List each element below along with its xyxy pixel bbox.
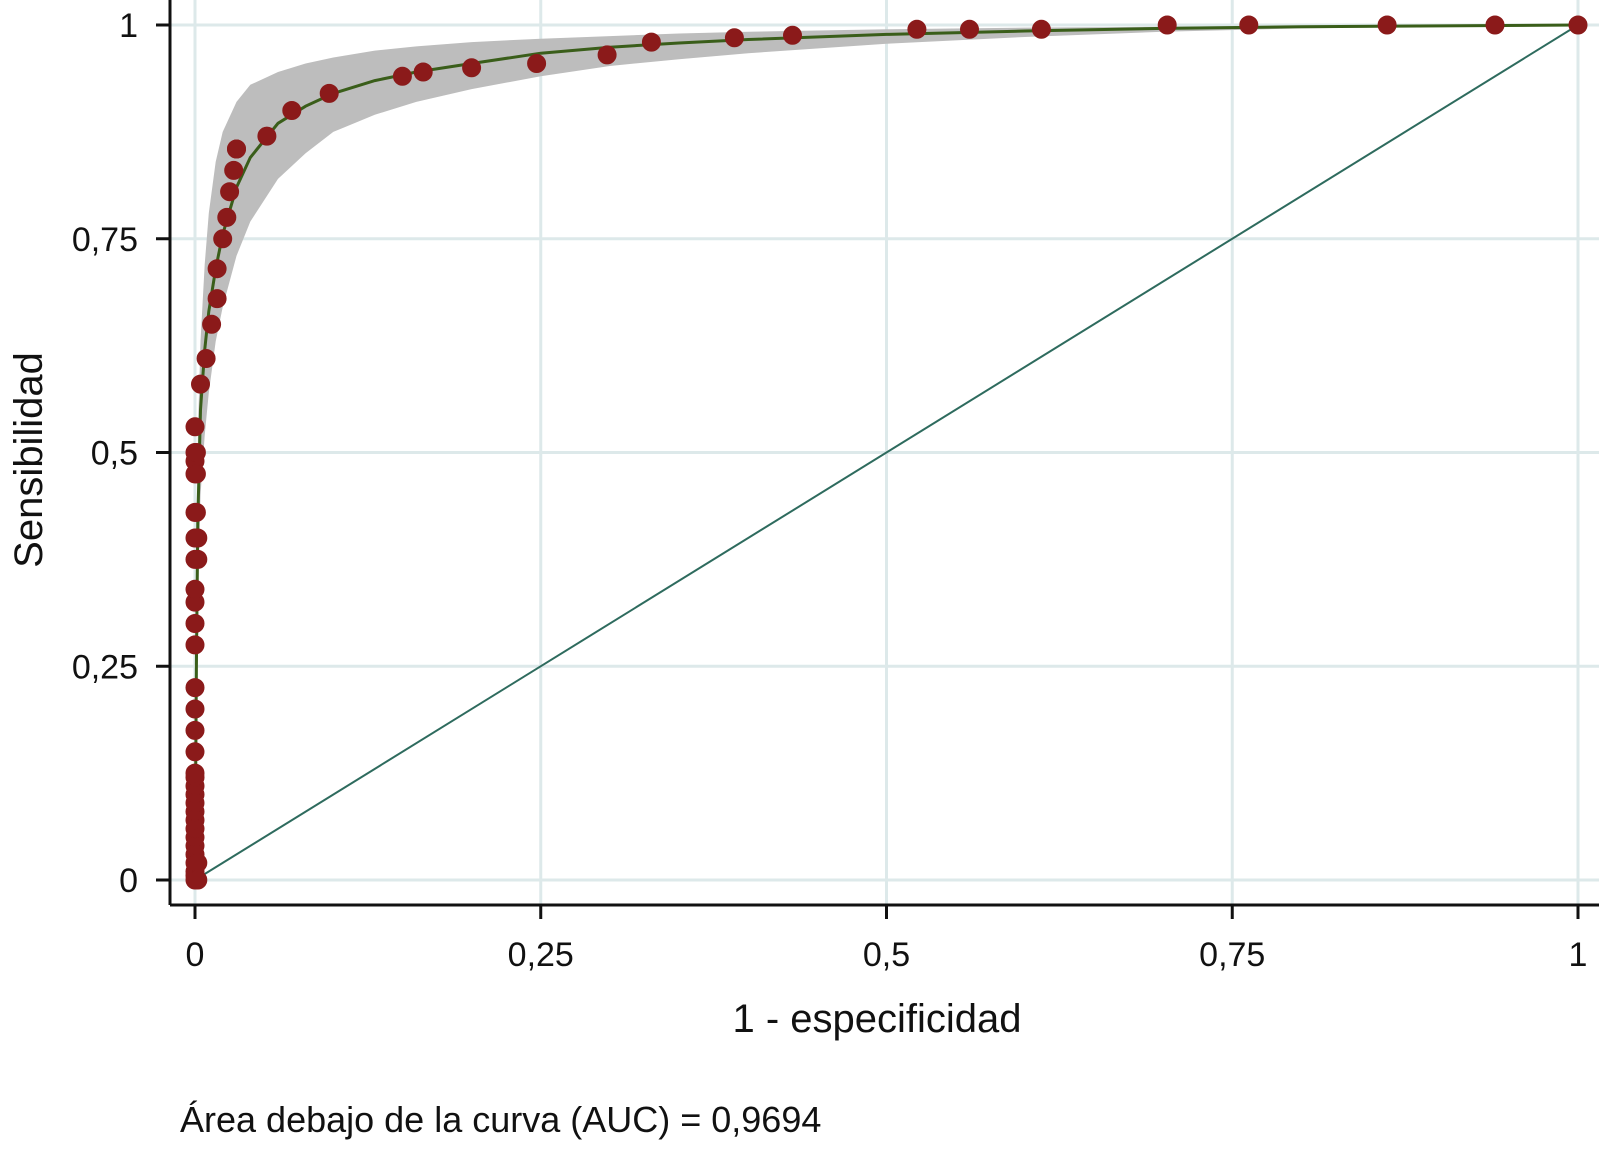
x-axis-title: 1 - especificidad	[732, 997, 1021, 1041]
data-point-33	[188, 528, 208, 548]
y-axis-title: Sensibilidad	[7, 352, 51, 568]
data-point-52	[413, 62, 433, 82]
data-point-39	[202, 314, 222, 334]
data-point-53	[462, 58, 482, 78]
data-point-34	[188, 549, 208, 569]
y-tick-label-4: 1	[119, 7, 138, 45]
confidence-band-layer	[197, 25, 1578, 607]
data-point-18	[185, 678, 205, 698]
data-point-20	[185, 614, 205, 633]
grid-layer	[170, 0, 1599, 905]
data-point-55	[597, 45, 617, 65]
data-point-49	[282, 101, 302, 120]
data-point-16	[185, 720, 205, 740]
x-tick-label-4: 1	[1569, 936, 1588, 974]
x-tick-label-2: 0,5	[863, 936, 910, 974]
x-tick-label-0: 0	[186, 936, 205, 974]
data-point-19	[185, 635, 205, 655]
data-point-14	[185, 763, 205, 783]
data-point-22	[185, 579, 205, 599]
data-point-63	[1239, 15, 1259, 35]
data-point-40	[207, 289, 227, 309]
confidence-band	[197, 25, 1578, 607]
fitted-curve	[193, 23, 1579, 881]
data-point-62	[1157, 15, 1177, 35]
data-point-66	[1568, 15, 1588, 35]
x-tick-label-1: 0,25	[508, 936, 574, 974]
data-point-65	[1485, 15, 1505, 35]
data-point-43	[217, 207, 237, 227]
data-points-layer	[185, 15, 1588, 890]
data-point-47	[227, 139, 246, 159]
data-point-41	[207, 259, 227, 279]
data-point-37	[191, 374, 210, 394]
data-point-64	[1377, 15, 1397, 35]
data-point-51	[392, 66, 412, 86]
data-point-50	[319, 83, 339, 103]
y-tick-label-0: 0	[119, 862, 138, 900]
fitted-curve-layer	[193, 23, 1579, 881]
data-point-29	[185, 417, 205, 437]
auc-note: Área debajo de la curva (AUC) = 0,9694	[180, 1099, 821, 1140]
x-tick-label-3: 0,75	[1199, 936, 1265, 974]
data-point-56	[641, 32, 661, 52]
y-tick-label-1: 0,25	[72, 648, 138, 686]
data-point-36	[188, 853, 208, 873]
reference-line-layer	[194, 24, 1579, 881]
tick-label-layer: 0 0,25 0,5 0,75 1 0 0,25 0,5 0,75 1	[72, 7, 1588, 974]
data-point-42	[213, 229, 233, 249]
y-tick-label-2: 0,5	[91, 435, 138, 473]
data-point-35	[188, 870, 208, 890]
data-point-54	[527, 54, 547, 73]
data-point-61	[1031, 19, 1051, 39]
data-point-48	[257, 126, 277, 146]
reference-line	[194, 24, 1579, 881]
data-point-45	[224, 160, 244, 180]
data-point-15	[185, 742, 205, 762]
data-point-59	[907, 19, 927, 39]
data-point-17	[185, 699, 205, 719]
data-point-44	[220, 182, 240, 202]
data-point-38	[196, 349, 216, 368]
data-point-60	[960, 19, 979, 39]
y-tick-label-3: 0,75	[72, 221, 138, 259]
data-point-57	[724, 28, 744, 48]
data-point-58	[783, 25, 802, 45]
data-point-31	[186, 464, 206, 484]
data-point-32	[186, 502, 206, 522]
data-point-30	[186, 443, 206, 462]
